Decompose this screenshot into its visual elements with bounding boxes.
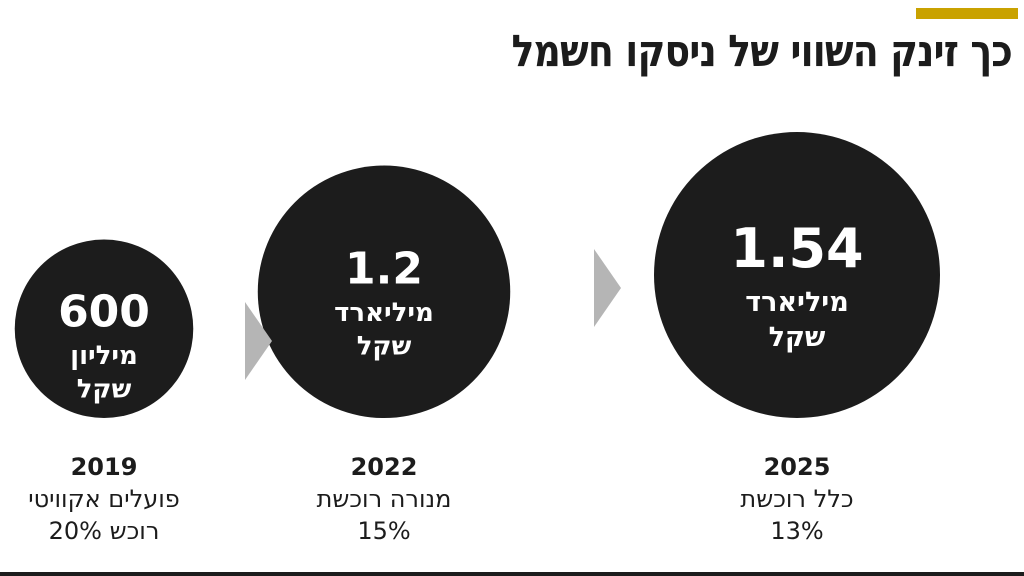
unit-label-2022: מיליארד (334, 298, 434, 328)
bubble-2025 (654, 132, 940, 418)
page-title: כך זינק השווי של ניסקו חשמל (511, 26, 1013, 77)
value-label-2025: 1.54 (730, 217, 863, 280)
year-label-2025: 2025 (764, 453, 831, 481)
bottom-rule (0, 572, 1024, 576)
buyer-label-2022: מנורה רוכשת (317, 485, 452, 513)
value-label-2022: 1.2 (345, 244, 423, 295)
currency-label-2019: שקל (77, 375, 132, 405)
bubble-2019 (14, 239, 194, 418)
year-label-2019: 2019 (71, 453, 138, 481)
value-label-2019: 600 (58, 286, 150, 337)
arrow-icon-2 (594, 249, 621, 327)
buyer-label-2019: פועלים אקוויטי (28, 485, 180, 513)
arrow-icon-1 (245, 302, 272, 380)
unit-label-2019: מיליון (70, 341, 138, 371)
stake-label-2019: רוכש 20% (49, 517, 160, 545)
year-label-2022: 2022 (351, 453, 418, 481)
unit-label-2025: מיליארד (745, 287, 849, 318)
currency-label-2022: שקל (357, 332, 412, 362)
accent-bar (916, 8, 1018, 19)
bubble-2022 (257, 165, 511, 418)
currency-label-2025: שקל (769, 322, 826, 353)
stake-label-2025: 13% (770, 517, 823, 545)
stake-label-2022: 15% (357, 517, 410, 545)
buyer-label-2025: כלל רוכשת (740, 485, 853, 513)
